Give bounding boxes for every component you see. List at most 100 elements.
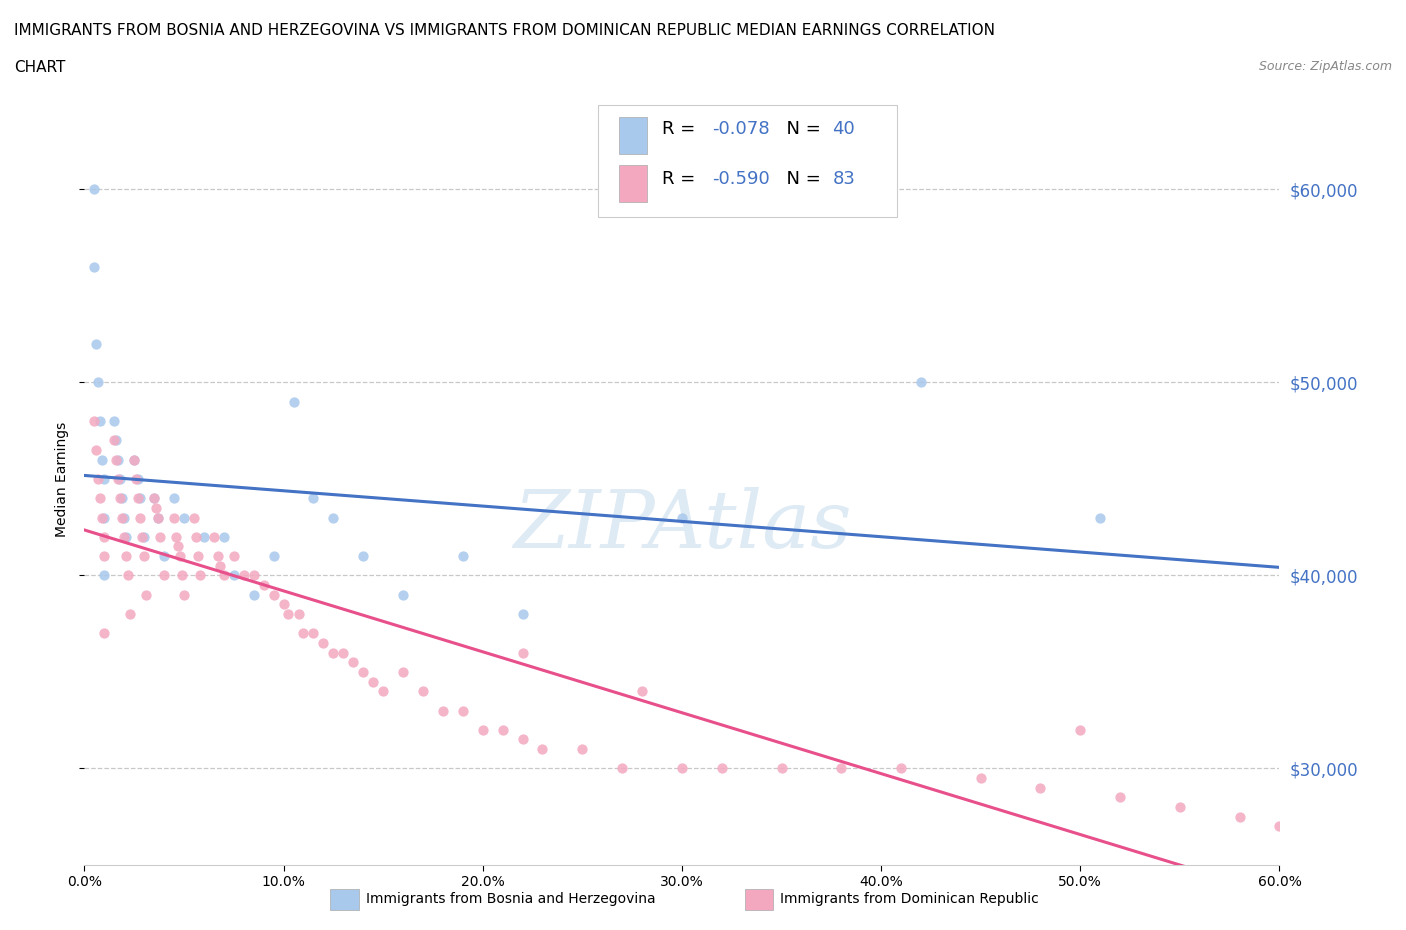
Point — [115, 529, 138, 544]
Point — [127, 491, 149, 506]
Point — [89, 414, 111, 429]
Point — [173, 510, 195, 525]
Point — [93, 626, 115, 641]
Point — [571, 742, 593, 757]
Point — [86, 443, 108, 458]
Point — [115, 549, 138, 564]
Point — [531, 742, 554, 757]
Point — [105, 433, 128, 448]
Text: -0.590: -0.590 — [711, 170, 769, 188]
Point — [111, 510, 134, 525]
Point — [322, 645, 344, 660]
Point — [512, 645, 534, 660]
Text: N =: N = — [775, 120, 827, 139]
Point — [131, 529, 153, 544]
Point — [1168, 800, 1191, 815]
Point — [149, 529, 172, 544]
Point — [392, 588, 415, 603]
Point — [120, 606, 142, 621]
Point — [89, 491, 111, 506]
Text: R =: R = — [662, 120, 700, 139]
Text: ZIPAtlas: ZIPAtlas — [513, 486, 851, 564]
Text: Immigrants from Bosnia and Herzegovina: Immigrants from Bosnia and Herzegovina — [366, 892, 655, 907]
Point — [830, 761, 852, 776]
Point — [263, 588, 285, 603]
FancyBboxPatch shape — [619, 166, 647, 202]
Point — [412, 684, 434, 698]
Point — [492, 723, 515, 737]
Text: 83: 83 — [832, 170, 855, 188]
Point — [184, 529, 207, 544]
Point — [93, 529, 115, 544]
Point — [277, 606, 299, 621]
Point — [612, 761, 634, 776]
Point — [222, 568, 245, 583]
Point — [132, 529, 156, 544]
Point — [910, 375, 932, 390]
Point — [1229, 809, 1251, 824]
Point — [169, 549, 191, 564]
Point — [263, 549, 285, 564]
Point — [145, 500, 167, 515]
Point — [112, 510, 135, 525]
Point — [129, 510, 152, 525]
Point — [302, 626, 325, 641]
Point — [132, 549, 156, 564]
Point — [451, 549, 474, 564]
Point — [122, 452, 145, 467]
Text: Immigrants from Dominican Republic: Immigrants from Dominican Republic — [780, 892, 1039, 907]
Point — [163, 491, 186, 506]
Point — [471, 723, 494, 737]
Point — [1268, 819, 1291, 834]
Point — [163, 510, 186, 525]
Point — [187, 549, 209, 564]
Point — [193, 529, 215, 544]
Point — [129, 491, 152, 506]
Point — [87, 472, 110, 486]
Point — [111, 491, 134, 506]
Point — [103, 414, 125, 429]
Point — [232, 568, 254, 583]
Point — [86, 337, 108, 352]
Point — [93, 549, 115, 564]
Point — [312, 635, 335, 650]
Point — [153, 549, 176, 564]
Point — [125, 472, 148, 486]
Point — [183, 510, 205, 525]
Point — [392, 665, 415, 680]
Point — [112, 529, 135, 544]
Point — [352, 665, 374, 680]
Text: -0.078: -0.078 — [711, 120, 769, 139]
Point — [710, 761, 733, 776]
Point — [212, 568, 235, 583]
Point — [1109, 790, 1132, 804]
Point — [122, 452, 145, 467]
Point — [87, 375, 110, 390]
Point — [207, 549, 229, 564]
Point — [273, 597, 295, 612]
Point — [170, 568, 193, 583]
Point — [127, 472, 149, 486]
Point — [153, 568, 176, 583]
Text: IMMIGRANTS FROM BOSNIA AND HERZEGOVINA VS IMMIGRANTS FROM DOMINICAN REPUBLIC MED: IMMIGRANTS FROM BOSNIA AND HERZEGOVINA V… — [14, 23, 995, 38]
Point — [242, 588, 264, 603]
Point — [83, 182, 105, 197]
Point — [451, 703, 474, 718]
Point — [1069, 723, 1091, 737]
Point — [93, 472, 115, 486]
Point — [202, 529, 225, 544]
Point — [107, 452, 129, 467]
Text: Source: ZipAtlas.com: Source: ZipAtlas.com — [1258, 60, 1392, 73]
Text: 40: 40 — [832, 120, 855, 139]
Point — [970, 771, 993, 786]
Point — [322, 510, 344, 525]
Point — [188, 568, 211, 583]
Point — [107, 472, 129, 486]
Point — [212, 529, 235, 544]
Point — [1029, 780, 1052, 795]
Point — [512, 606, 534, 621]
Point — [165, 529, 187, 544]
Point — [110, 472, 132, 486]
Point — [292, 626, 315, 641]
Point — [631, 684, 654, 698]
